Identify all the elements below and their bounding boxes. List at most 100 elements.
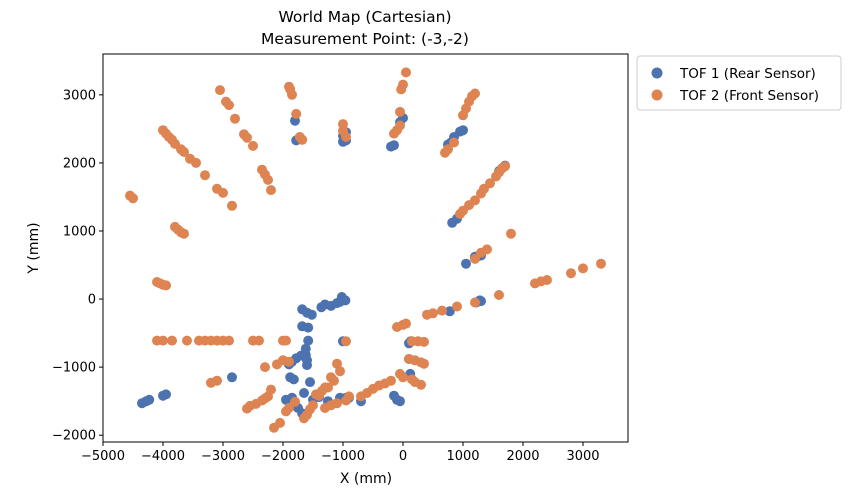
- y-tick-label: 2000: [63, 156, 96, 171]
- tof2-point: [419, 358, 429, 369]
- tof1-point: [458, 125, 468, 136]
- tof2-point: [284, 356, 294, 367]
- x-axis-ticks: −5000 −4000 −3000 −2000 −1000 0 1000 2000 3000: [81, 442, 600, 464]
- x-tick-label: −4000: [141, 449, 185, 464]
- tof2-point: [401, 318, 411, 329]
- tof2-point: [506, 228, 516, 239]
- tof2-point: [158, 335, 168, 346]
- y-axis-ticks: −2000 −1000 0 1000 2000 3000: [52, 88, 103, 444]
- tof1-point: [161, 389, 171, 400]
- tof1-point: [144, 394, 155, 405]
- y-tick-label: 3000: [63, 88, 96, 103]
- tof2-point: [344, 391, 354, 402]
- tof1-point: [395, 396, 405, 407]
- tof2-point: [332, 358, 342, 369]
- x-tick-label: 2000: [506, 449, 539, 464]
- tof2-point: [395, 106, 405, 117]
- x-tick-label: −2000: [261, 449, 305, 464]
- tof2-point: [308, 400, 318, 411]
- y-tick-label: 1000: [63, 224, 96, 239]
- chart-title: World Map (Cartesian): [278, 8, 451, 26]
- tof2-point: [494, 290, 504, 300]
- y-axis-label: Y (mm): [26, 222, 42, 274]
- tof2-point: [482, 244, 492, 255]
- tof2-point: [179, 147, 189, 157]
- tof2-point: [470, 195, 480, 206]
- tof2-point: [281, 335, 291, 346]
- y-tick-label: −2000: [52, 429, 96, 444]
- legend: TOF 1 (Rear Sensor) TOF 2 (Front Sensor): [636, 55, 842, 111]
- x-tick-label: 0: [399, 449, 407, 464]
- tof2-point: [395, 120, 405, 131]
- tof1-point: [461, 258, 471, 269]
- tof2-point: [287, 89, 297, 100]
- x-axis-label: X (mm): [340, 471, 392, 487]
- tof1-point: [340, 295, 351, 306]
- tof1-point: [444, 306, 455, 317]
- tof2-point: [398, 79, 408, 90]
- tof2-point: [182, 335, 192, 346]
- tof2-point: [218, 187, 228, 198]
- tof2-point: [578, 263, 588, 274]
- tof2-point: [291, 108, 302, 119]
- tof1-point: [302, 355, 312, 366]
- tof2-point: [284, 403, 294, 413]
- tof1-point: [299, 388, 309, 398]
- tof2-point: [212, 375, 222, 386]
- tof2-point: [341, 132, 351, 142]
- legend-marker-tof2: [651, 89, 663, 101]
- tof2-point: [419, 336, 429, 347]
- tof2-point: [449, 137, 459, 148]
- tof2-point: [248, 140, 258, 151]
- tof1-point: [285, 372, 296, 383]
- tof2-point: [437, 305, 447, 316]
- tof2-point: [224, 100, 234, 111]
- tof2-point: [290, 396, 300, 407]
- tof2-point: [260, 362, 270, 373]
- tof2-point: [470, 253, 480, 264]
- tof2-point: [230, 113, 240, 124]
- plot-area: [102, 53, 629, 443]
- points-layer: [125, 67, 606, 433]
- tof1-point: [300, 343, 311, 354]
- legend-frame: [636, 55, 842, 111]
- axes-frame: [102, 53, 629, 443]
- y-tick-label: −1000: [52, 361, 96, 376]
- tof2-point: [242, 132, 252, 143]
- tof2-point: [485, 178, 495, 189]
- tof2-point: [161, 280, 171, 291]
- tof2-point: [215, 85, 225, 96]
- tof2-point: [542, 275, 552, 285]
- tof2-point: [329, 375, 339, 386]
- tof2-point: [566, 268, 576, 279]
- tof1-point: [306, 309, 317, 320]
- tof2-point: [341, 336, 351, 347]
- tof2-point: [266, 185, 276, 196]
- tof2-point: [297, 134, 308, 145]
- tof2-point: [500, 161, 510, 172]
- tof2-point: [323, 382, 333, 393]
- tof2-point: [416, 379, 426, 390]
- tof2-point: [428, 308, 438, 319]
- legend-marker-tof1: [651, 67, 663, 79]
- x-tick-label: −1000: [321, 449, 365, 464]
- tof2-point: [167, 335, 177, 346]
- tof2-point: [401, 67, 411, 78]
- tof2-point: [224, 335, 234, 346]
- tof2-point: [191, 157, 201, 168]
- tof2-point: [452, 301, 462, 312]
- tof1-point: [303, 335, 314, 346]
- tof2-point: [596, 258, 606, 269]
- legend-label-tof2: TOF 2 (Front Sensor): [679, 88, 819, 104]
- y-tick-label: 0: [88, 293, 96, 308]
- tof2-point: [263, 391, 273, 402]
- x-tick-label: 3000: [566, 449, 599, 464]
- tof2-point: [470, 297, 480, 308]
- tof1-point: [305, 377, 315, 388]
- tof1-point: [303, 322, 314, 333]
- x-tick-label: 1000: [446, 449, 479, 464]
- tof2-point: [263, 174, 273, 185]
- tof2-point: [332, 398, 342, 409]
- x-tick-label: −3000: [201, 449, 245, 464]
